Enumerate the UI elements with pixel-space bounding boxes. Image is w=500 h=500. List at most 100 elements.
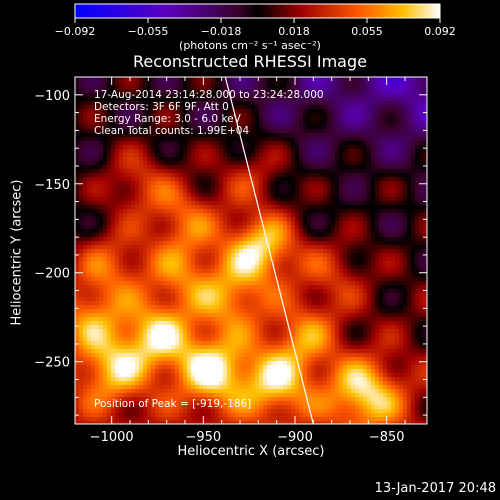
heatmap-cell <box>299 401 303 405</box>
heatmap-cell <box>107 161 111 165</box>
heatmap-cell <box>179 85 183 89</box>
heatmap-cell <box>199 257 203 261</box>
heatmap-cell <box>243 329 247 333</box>
heatmap-cell <box>143 109 147 113</box>
heatmap-cell <box>123 113 127 117</box>
heatmap-cell <box>191 381 195 385</box>
heatmap-cell <box>223 249 227 253</box>
heatmap-cell <box>251 381 255 385</box>
heatmap-cell <box>275 265 279 269</box>
heatmap-cell <box>295 153 299 157</box>
heatmap-cell <box>219 381 223 385</box>
heatmap-cell <box>271 333 275 337</box>
heatmap-cell <box>199 237 203 241</box>
heatmap-cell <box>275 97 279 101</box>
heatmap-cell <box>87 333 91 337</box>
heatmap-cell <box>163 301 167 305</box>
heatmap-cell <box>199 205 203 209</box>
heatmap-cell <box>247 329 251 333</box>
heatmap-cell <box>127 413 131 417</box>
heatmap-cell <box>175 349 179 353</box>
heatmap-cell <box>103 105 107 109</box>
heatmap-cell <box>131 409 135 413</box>
heatmap-cell <box>215 361 219 365</box>
heatmap-cell <box>115 325 119 329</box>
heatmap-cell <box>243 277 247 281</box>
heatmap-cell <box>215 317 219 321</box>
heatmap-cell <box>139 369 143 373</box>
heatmap-cell <box>207 129 211 133</box>
heatmap-cell <box>271 197 275 201</box>
heatmap-cell <box>227 289 231 293</box>
heatmap-cell <box>199 269 203 273</box>
heatmap-cell <box>255 293 259 297</box>
heatmap-cell <box>123 265 127 269</box>
heatmap-cell <box>235 165 239 169</box>
heatmap-cell <box>255 357 259 361</box>
heatmap-cell <box>211 293 215 297</box>
heatmap-cell <box>95 201 99 205</box>
heatmap-cell <box>259 157 263 161</box>
heatmap-cell <box>195 357 199 361</box>
heatmap-cell <box>235 405 239 409</box>
heatmap-cell <box>151 77 155 81</box>
heatmap-cell <box>143 397 147 401</box>
heatmap-cell <box>151 149 155 153</box>
heatmap-cell <box>159 369 163 373</box>
heatmap-cell <box>235 241 239 245</box>
heatmap-cell <box>91 409 95 413</box>
heatmap-cell <box>95 141 99 145</box>
heatmap-cell <box>271 357 275 361</box>
heatmap-cell <box>83 177 87 181</box>
heatmap-cell <box>251 253 255 257</box>
heatmap-cell <box>263 297 267 301</box>
heatmap-cell <box>147 353 151 357</box>
heatmap-cell <box>175 361 179 365</box>
heatmap-cell <box>115 101 119 105</box>
heatmap-cell <box>127 161 131 165</box>
heatmap-cell <box>279 261 283 265</box>
heatmap-cell <box>183 361 187 365</box>
heatmap-cell <box>163 177 167 181</box>
heatmap-cell <box>119 261 123 265</box>
heatmap-cell <box>87 145 91 149</box>
heatmap-cell <box>131 241 135 245</box>
heatmap-cell <box>263 189 267 193</box>
heatmap-cell <box>223 189 227 193</box>
heatmap-cell <box>287 113 291 117</box>
heatmap-cell <box>239 365 243 369</box>
heatmap-cell <box>287 261 291 265</box>
heatmap-cell <box>123 141 127 145</box>
heatmap-cell <box>83 369 87 373</box>
heatmap-cell <box>99 165 103 169</box>
heatmap-cell <box>271 349 275 353</box>
heatmap-cell <box>243 253 247 257</box>
heatmap-cell <box>191 81 195 85</box>
heatmap-cell <box>147 153 151 157</box>
heatmap-cell <box>215 189 219 193</box>
heatmap-cell <box>303 153 307 157</box>
heatmap-cell <box>91 309 95 313</box>
heatmap-cell <box>263 285 267 289</box>
heatmap-cell <box>163 97 167 101</box>
heatmap-cell <box>271 225 275 229</box>
heatmap-cell <box>187 385 191 389</box>
heatmap-cell <box>91 161 95 165</box>
heatmap-cell <box>167 141 171 145</box>
heatmap-cell <box>79 141 83 145</box>
heatmap-cell <box>79 297 83 301</box>
heatmap-cell <box>279 101 283 105</box>
heatmap-cell <box>123 193 127 197</box>
heatmap-cell <box>187 77 191 81</box>
heatmap-cell <box>143 177 147 181</box>
heatmap-cell <box>111 421 115 424</box>
heatmap-cell <box>111 401 115 405</box>
heatmap-cell <box>171 361 175 365</box>
heatmap-cell <box>215 269 219 273</box>
heatmap-cell <box>139 205 143 209</box>
heatmap-cell <box>167 385 171 389</box>
heatmap-cell <box>103 265 107 269</box>
heatmap-cell <box>231 397 235 401</box>
heatmap-cell <box>235 161 239 165</box>
heatmap-cell <box>211 349 215 353</box>
